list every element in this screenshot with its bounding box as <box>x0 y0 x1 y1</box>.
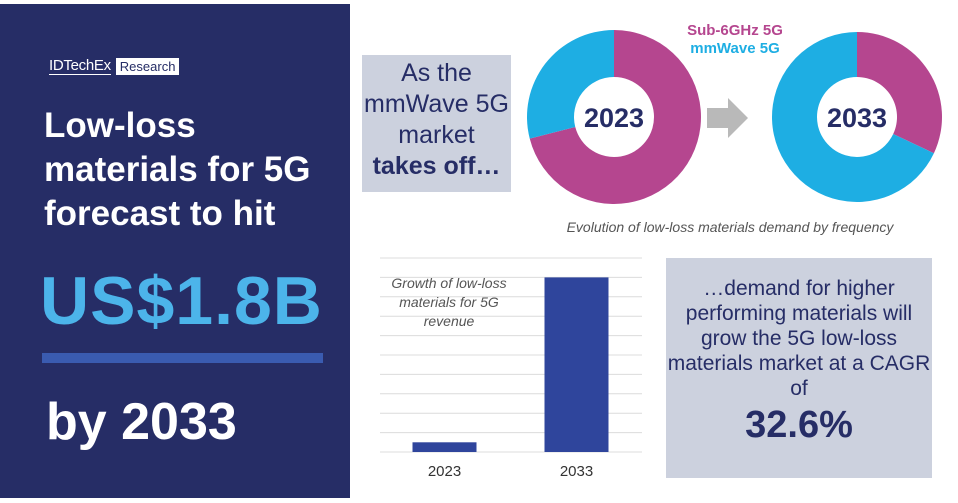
divider <box>42 353 323 363</box>
arrow-right-icon <box>707 98 748 138</box>
forecast-amount: US$1.8B <box>40 263 323 339</box>
donut-center-label: 2033 <box>827 103 887 133</box>
intro-box: As the mmWave 5G market takes off… <box>362 55 511 192</box>
cagr-box: …demand for higher performing materials … <box>666 258 932 478</box>
bar-2023 <box>412 442 477 452</box>
intro-text: As the mmWave 5G market <box>364 59 509 149</box>
legend-sub6: Sub-6GHz 5G <box>687 22 783 39</box>
x-tick-label: 2023 <box>428 463 461 480</box>
bar-chart-title: Growth of low-loss materials for 5G reve… <box>391 275 507 329</box>
logo-brand: IDTechEx <box>49 57 111 75</box>
donut-slice-mmwave-5g <box>772 32 934 202</box>
donut-legend: Sub-6GHz 5G mmWave 5G <box>660 22 810 58</box>
forecast-year: by 2033 <box>46 393 237 451</box>
donut-center-label: 2023 <box>584 103 644 133</box>
cagr-text: …demand for higher performing materials … <box>667 277 931 400</box>
left-panel <box>0 4 350 498</box>
donut-slice-sub-6ghz-5g <box>857 32 943 154</box>
intro-emphasis: takes off… <box>372 152 501 180</box>
headline: Low-loss materials for 5G forecast to hi… <box>44 106 311 233</box>
donut-slice-mmwave-5g <box>527 30 614 139</box>
logo-tag: Research <box>115 58 180 75</box>
legend-mmwave: mmWave 5G <box>690 40 780 57</box>
x-tick-label: 2033 <box>560 463 593 480</box>
donut-slice-sub-6ghz-5g <box>529 30 702 204</box>
idtechex-logo: IDTechEx Research <box>49 57 180 75</box>
cagr-value: 32.6% <box>745 404 853 446</box>
bar-2033 <box>544 277 609 452</box>
donut-caption: Evolution of low-loss materials demand b… <box>566 219 894 235</box>
